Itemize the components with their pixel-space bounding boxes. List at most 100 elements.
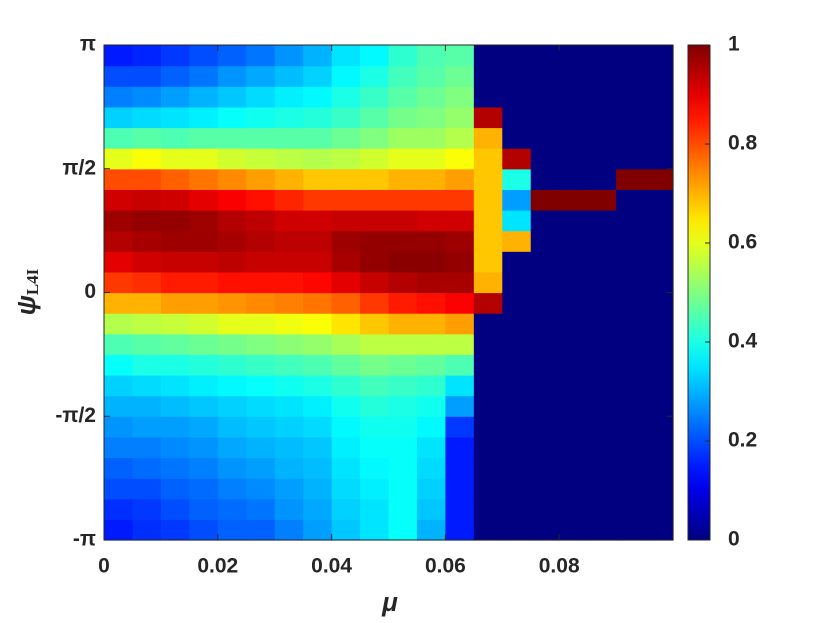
heatmap-cell bbox=[303, 209, 333, 232]
heatmap-cell bbox=[616, 86, 646, 108]
heatmap-cell bbox=[445, 457, 475, 479]
heatmap-cell bbox=[416, 375, 446, 397]
heatmap-cell bbox=[104, 148, 134, 170]
heatmap-cell bbox=[644, 251, 674, 273]
heatmap-cell bbox=[104, 230, 134, 252]
heatmap-cell bbox=[473, 436, 503, 459]
heatmap-cell bbox=[388, 395, 418, 417]
heatmap-cell bbox=[104, 478, 134, 500]
heatmap-cell bbox=[104, 251, 134, 273]
heatmap-cell bbox=[331, 45, 361, 67]
heatmap-cell bbox=[217, 271, 247, 294]
y-tick-label: π bbox=[80, 33, 96, 56]
heatmap-cell bbox=[416, 395, 446, 417]
heatmap-cell bbox=[388, 498, 418, 520]
heatmap-cell bbox=[360, 436, 390, 459]
heatmap-cell bbox=[388, 292, 418, 314]
heatmap-cell bbox=[445, 148, 475, 170]
heatmap-cell bbox=[274, 106, 304, 129]
heatmap-cell bbox=[160, 416, 190, 438]
heatmap-cell bbox=[274, 416, 304, 438]
heatmap-cell bbox=[104, 45, 134, 67]
heatmap-cell bbox=[189, 498, 219, 520]
heatmap-cell bbox=[530, 292, 560, 314]
heatmap-cell bbox=[559, 416, 589, 438]
heatmap-cell bbox=[189, 251, 219, 273]
heatmap-cell bbox=[331, 209, 361, 232]
heatmap-cell bbox=[217, 498, 247, 520]
heatmap-cell bbox=[217, 189, 247, 211]
heatmap-cell bbox=[473, 519, 503, 541]
heatmap-cell bbox=[189, 148, 219, 170]
heatmap-cell bbox=[360, 519, 390, 541]
heatmap-cell bbox=[473, 127, 503, 149]
heatmap-cell bbox=[616, 189, 646, 211]
heatmap-cell bbox=[416, 436, 446, 459]
colorbar-tick-label: 0.2 bbox=[728, 429, 757, 452]
heatmap-cell bbox=[104, 457, 134, 479]
x-tick-label: 0.08 bbox=[539, 555, 580, 578]
heatmap-cell bbox=[616, 313, 646, 335]
heatmap-cell bbox=[360, 313, 390, 335]
heatmap-cell bbox=[189, 189, 219, 211]
heatmap-cell bbox=[502, 168, 532, 190]
heatmap-cell bbox=[445, 354, 475, 376]
heatmap-cell bbox=[217, 416, 247, 438]
heatmap-cell bbox=[274, 127, 304, 149]
heatmap-cell bbox=[416, 168, 446, 190]
heatmap-cell bbox=[559, 436, 589, 459]
heatmap-cell bbox=[530, 478, 560, 500]
heatmap-cell bbox=[189, 209, 219, 232]
heatmap-cell bbox=[274, 189, 304, 211]
heatmap-cell bbox=[189, 230, 219, 252]
y-tick-label: -π/2 bbox=[55, 404, 96, 427]
heatmap-cell bbox=[502, 457, 532, 479]
heatmap-cell bbox=[616, 395, 646, 417]
heatmap-cell bbox=[274, 498, 304, 520]
heatmap-cell bbox=[274, 230, 304, 252]
heatmap-cell bbox=[530, 189, 560, 211]
heatmap-cell bbox=[246, 209, 276, 232]
heatmap-cell bbox=[559, 333, 589, 355]
heatmap-cell bbox=[644, 127, 674, 149]
heatmap-cell bbox=[616, 375, 646, 397]
heatmap-cell bbox=[274, 45, 304, 67]
heatmap-cell bbox=[416, 209, 446, 232]
heatmap-cell bbox=[274, 395, 304, 417]
heatmap-cell bbox=[104, 127, 134, 149]
heatmap-cell bbox=[246, 148, 276, 170]
heatmap-cell bbox=[132, 519, 162, 541]
heatmap-cell bbox=[388, 189, 418, 211]
heatmap-cell bbox=[416, 333, 446, 355]
heatmap-cell bbox=[274, 251, 304, 273]
colorbar-tick-label: 0.8 bbox=[728, 132, 758, 155]
heatmap-cell bbox=[502, 189, 532, 211]
heatmap-cell bbox=[303, 416, 333, 438]
colorbar-tick-label: 0.6 bbox=[728, 231, 757, 254]
heatmap-cell bbox=[160, 106, 190, 129]
heatmap-cell bbox=[217, 519, 247, 541]
heatmap-cell bbox=[246, 313, 276, 335]
heatmap-cell bbox=[303, 230, 333, 252]
heatmap-cell bbox=[559, 478, 589, 500]
heatmap-cell bbox=[331, 519, 361, 541]
heatmap-cell bbox=[160, 148, 190, 170]
heatmap-cell bbox=[587, 65, 617, 87]
heatmap-cell bbox=[530, 148, 560, 170]
heatmap-cell bbox=[616, 519, 646, 541]
heatmap-cell bbox=[360, 45, 390, 67]
heatmap-cell bbox=[246, 478, 276, 500]
heatmap-cell bbox=[473, 354, 503, 376]
heatmap-cell bbox=[445, 251, 475, 273]
heatmap-cell bbox=[616, 127, 646, 149]
heatmap-cell bbox=[616, 354, 646, 376]
heatmap-cell bbox=[587, 106, 617, 129]
heatmap-cell bbox=[217, 375, 247, 397]
heatmap-cell bbox=[132, 457, 162, 479]
heatmap-cell bbox=[530, 416, 560, 438]
heatmap-cell bbox=[246, 292, 276, 314]
heatmap-cell bbox=[445, 209, 475, 232]
heatmap-cell bbox=[587, 436, 617, 459]
heatmap-cell bbox=[587, 375, 617, 397]
heatmap-cell bbox=[303, 498, 333, 520]
